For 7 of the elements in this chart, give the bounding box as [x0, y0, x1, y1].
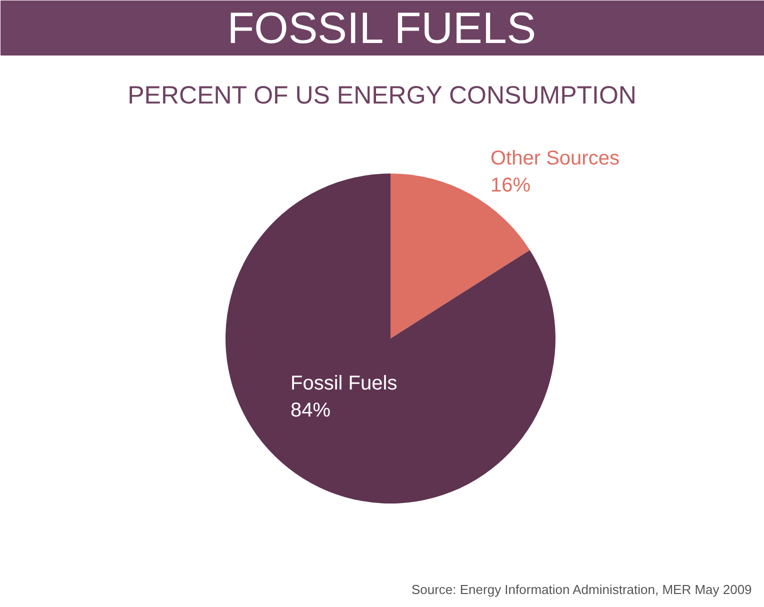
slice-label: Fossil Fuels	[290, 372, 398, 394]
source-note: Source: Energy Information Administration, MER May 2009	[411, 582, 752, 597]
chart-subtitle: PERCENT OF US ENERGY CONSUMPTION	[128, 82, 636, 110]
slice-label: Other Sources	[490, 148, 620, 170]
chart-title: FOSSIL FUELS	[227, 4, 536, 53]
data-label: 84%	[290, 400, 331, 422]
data-label: 16%	[490, 174, 531, 196]
